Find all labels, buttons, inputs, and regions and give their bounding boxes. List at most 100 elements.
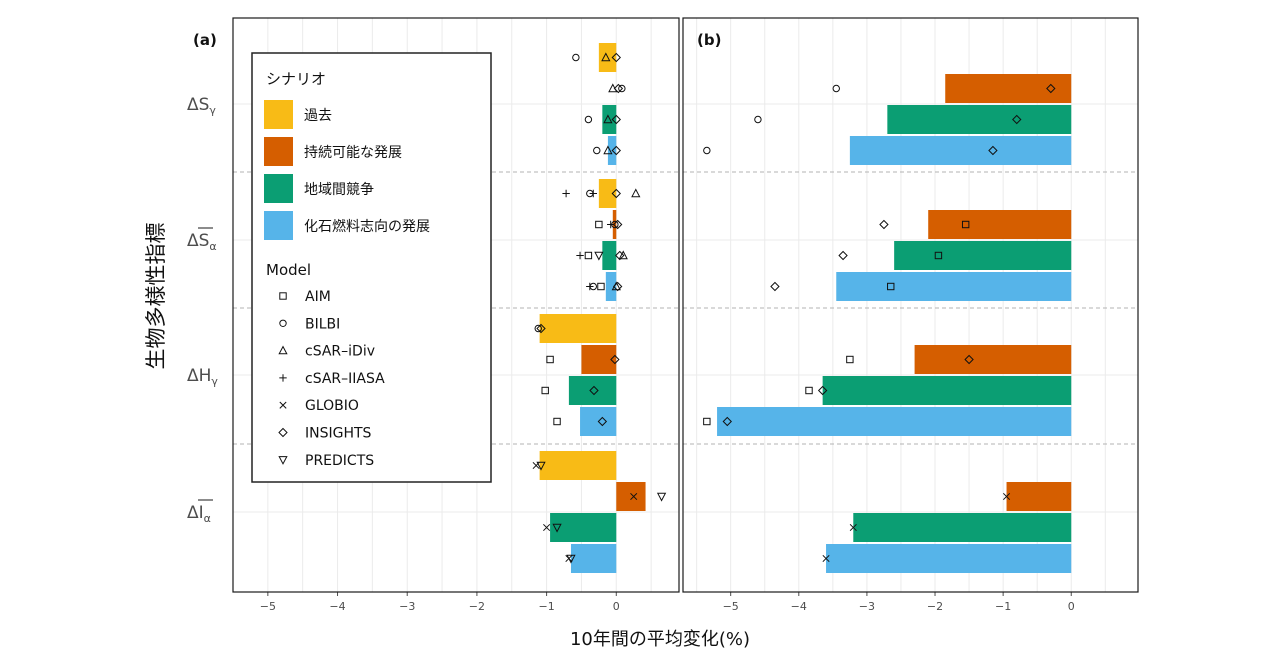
panel-a-label: (a) [193, 31, 217, 49]
legend-model-label: AIM [305, 289, 331, 305]
point-a-34 [610, 354, 620, 365]
point-b-7 [961, 220, 970, 229]
bar-b-ind0-s1 [945, 74, 1072, 103]
y-label-2: ΔHγ [187, 366, 218, 388]
point-a-4 [613, 83, 624, 94]
bar-b-ind0-s2 [887, 105, 1072, 134]
legend-model-title: Model [266, 261, 311, 279]
point-a-6 [584, 115, 593, 124]
point-a-19 [611, 220, 619, 229]
point-a-42 [656, 492, 667, 502]
point-a-41 [630, 492, 638, 501]
panel-a-x-ticks: −5 −4 −3 −2 −1 0 [260, 592, 620, 613]
point-a-37 [553, 417, 561, 426]
bar-a-ind2-s2 [568, 376, 617, 405]
y-label-0: ΔSγ [187, 95, 216, 117]
point-a-2 [611, 52, 621, 63]
bar-b-ind1-s3 [836, 272, 1072, 301]
point-b-10 [770, 281, 780, 292]
point-b-20 [822, 554, 830, 563]
panel-b-frame [682, 17, 1139, 593]
point-a-1 [601, 52, 611, 62]
point-b-11 [887, 282, 895, 291]
point-b-4 [703, 146, 711, 155]
bar-a-ind1-s1 [612, 210, 617, 239]
point-a-21 [576, 251, 584, 260]
point-b-16 [703, 417, 711, 426]
panel-a-points [532, 52, 667, 564]
x-tick-label: −3 [399, 600, 415, 613]
point-a-20 [612, 219, 623, 230]
x-axis-title: 10年間の平均変化(%) [570, 629, 750, 650]
point-a-0 [572, 53, 580, 62]
point-a-25 [618, 250, 628, 260]
point-b-6 [879, 219, 889, 230]
point-b-14 [805, 386, 813, 395]
point-a-11 [611, 145, 621, 156]
x-tick-label: −4 [329, 600, 345, 613]
legend-model-symbol [278, 456, 288, 465]
legend-model-label: INSIGHTS [305, 426, 372, 442]
point-a-17 [595, 220, 603, 229]
point-a-40 [536, 461, 546, 471]
legend-scenario-label: 化石燃料志向の発展 [304, 218, 430, 235]
point-a-36 [589, 385, 599, 396]
bar-b-ind2-s2 [822, 376, 1072, 405]
bar-a-ind1-s2 [602, 241, 617, 270]
bar-b-ind1-s1 [928, 210, 1072, 239]
legend-model-symbol [278, 345, 288, 355]
point-a-38 [597, 416, 608, 427]
legend-model-symbol [279, 292, 287, 300]
bar-a-ind3-s0 [539, 451, 617, 480]
point-a-15 [611, 188, 621, 199]
point-a-12 [562, 189, 570, 198]
point-a-28 [597, 282, 605, 291]
point-a-44 [552, 523, 562, 533]
panel-a-frame [232, 17, 680, 593]
point-b-8 [838, 250, 848, 261]
point-b-5 [988, 145, 998, 156]
panel-b-label: (b) [697, 31, 721, 49]
point-a-8 [611, 114, 621, 125]
point-a-24 [615, 250, 625, 261]
legend-model-entries: AIM BILBI cSAR–iDiv cSAR–IIASA GLOBIO INSIGHT… [278, 289, 385, 469]
legend-model-symbol [279, 401, 287, 409]
y-axis-labels: ΔSγ ΔSα ΔHγ ΔIα [187, 95, 218, 525]
point-a-32 [536, 323, 546, 334]
point-a-43 [543, 523, 551, 532]
bar-a-ind0-s2 [602, 105, 617, 134]
panel-b-bars [717, 74, 1072, 573]
legend-scenario-label: 持続可能な発展 [304, 144, 402, 161]
legend-model-label: GLOBIO [305, 398, 359, 414]
legend-model-label: cSAR–iDiv [305, 344, 375, 360]
x-tick-label: 0 [1068, 600, 1075, 613]
y-axis-title: 生物多様性指標 [144, 223, 168, 370]
bar-b-ind3-s1 [1006, 482, 1072, 511]
point-a-5 [618, 84, 626, 93]
point-b-17 [722, 416, 732, 427]
bar-a-ind1-s0 [598, 179, 617, 208]
legend-model-symbol [278, 427, 288, 438]
legend-swatch [264, 100, 293, 129]
panel-b-points [703, 83, 1056, 563]
legend-scenario-label: 地域間競争 [304, 182, 374, 198]
point-a-31 [534, 324, 542, 333]
point-a-9 [593, 146, 601, 155]
x-tick-label: −5 [260, 600, 276, 613]
point-b-0 [832, 84, 840, 93]
bar-b-ind3-s2 [853, 513, 1072, 542]
point-b-12 [846, 355, 854, 364]
y-label-3: ΔIα [187, 503, 211, 525]
bar-b-ind2-s3 [717, 407, 1072, 436]
legend-scenario-title: シナリオ [266, 70, 326, 88]
point-a-30 [612, 281, 623, 292]
x-tick-label: −1 [538, 600, 554, 613]
x-tick-label: −2 [927, 600, 943, 613]
legend-model-label: BILBI [305, 316, 340, 332]
bar-b-ind0-s3 [849, 136, 1072, 165]
point-a-14 [589, 189, 597, 198]
x-tick-label: −5 [723, 600, 739, 613]
x-tick-label: −2 [469, 600, 485, 613]
bar-b-ind2-s1 [914, 345, 1072, 374]
